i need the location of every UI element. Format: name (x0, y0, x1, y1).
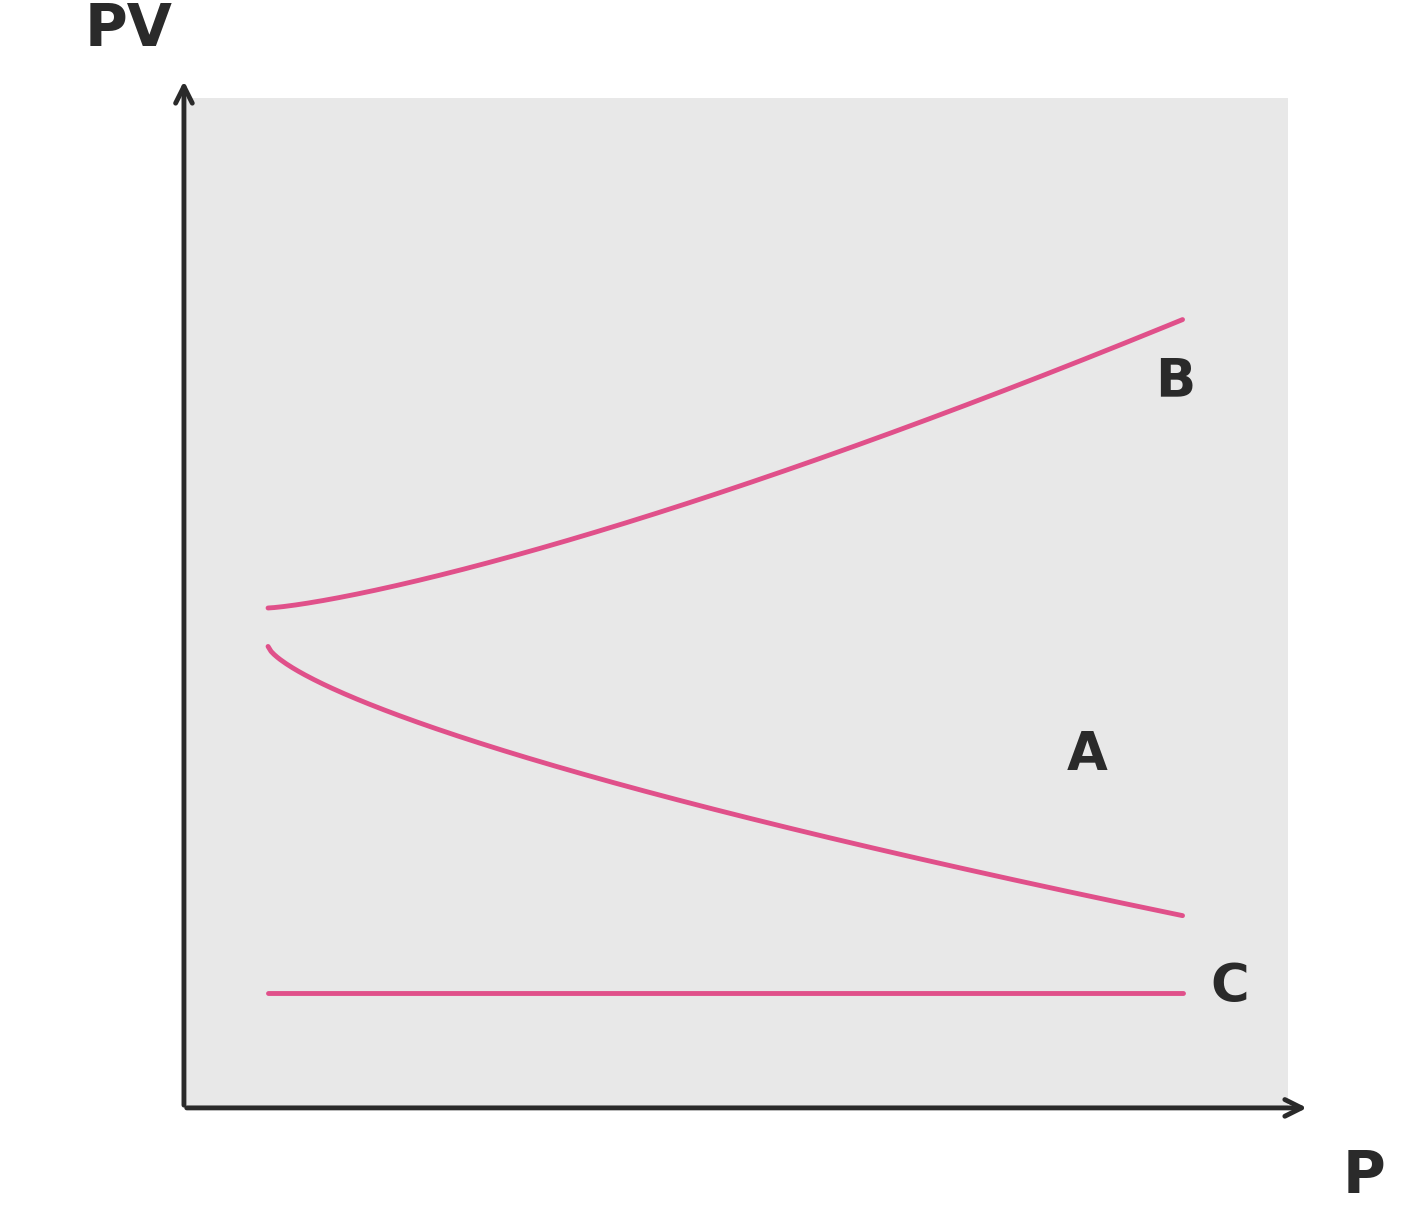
Text: B: B (1155, 355, 1196, 407)
Text: PV: PV (85, 1, 173, 58)
Text: P: P (1343, 1149, 1385, 1205)
Text: C: C (1210, 960, 1249, 1013)
Text: A: A (1067, 729, 1108, 780)
